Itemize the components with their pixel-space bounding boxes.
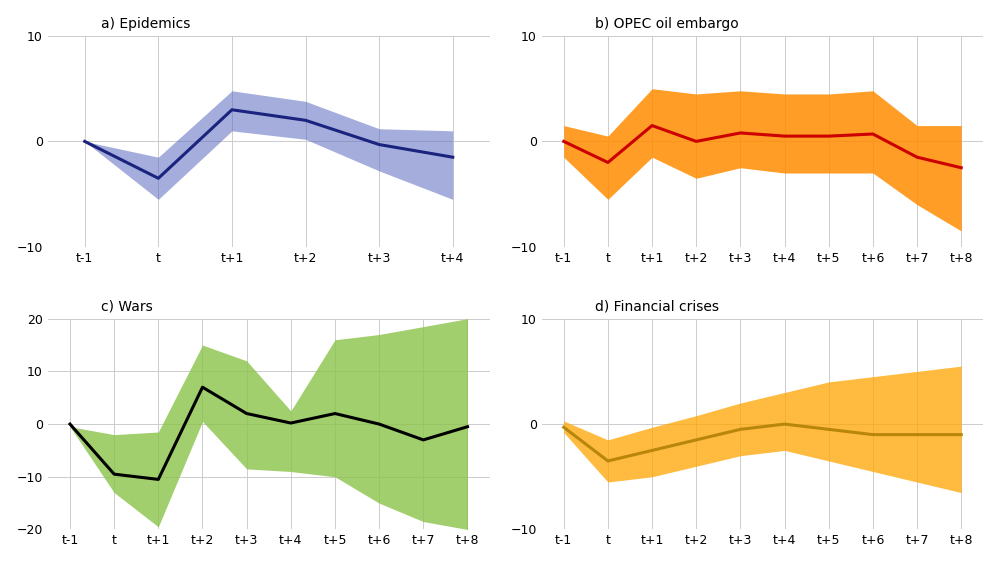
Text: b) OPEC oil embargo: b) OPEC oil embargo	[595, 17, 738, 30]
Text: d) Financial crises: d) Financial crises	[595, 299, 719, 314]
Text: c) Wars: c) Wars	[101, 299, 153, 314]
Text: a) Epidemics: a) Epidemics	[101, 17, 190, 30]
